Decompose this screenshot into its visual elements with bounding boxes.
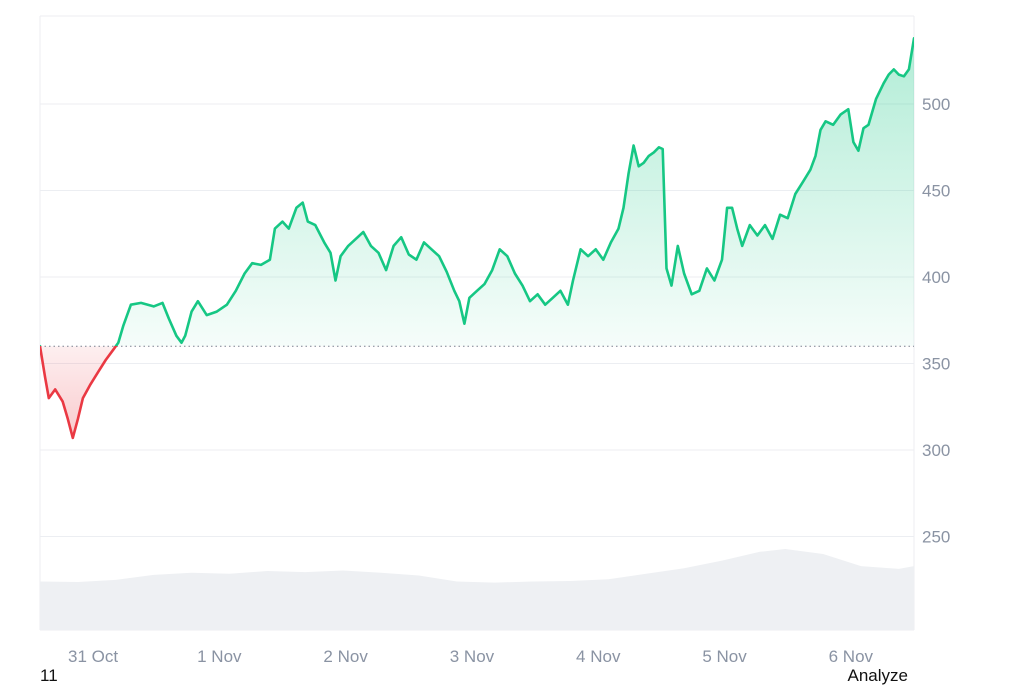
x-tick-label: 1 Nov [197, 647, 242, 666]
y-tick-label: 350 [922, 355, 950, 374]
price-area-above-baseline [115, 38, 914, 346]
volume-area [40, 549, 914, 630]
x-tick-label: 31 Oct [68, 647, 118, 666]
analyze-link[interactable]: Analyze [847, 666, 908, 685]
x-tick-label: 6 Nov [829, 647, 874, 666]
x-tick-label: 5 Nov [702, 647, 747, 666]
x-tick-label: 3 Nov [450, 647, 495, 666]
y-tick-label: 400 [922, 268, 950, 287]
y-tick-label: 500 [922, 95, 950, 114]
price-line-up [40, 37, 914, 346]
x-tick-label: 2 Nov [323, 647, 368, 666]
footer-left-text: 11 [40, 666, 58, 685]
y-tick-label: 450 [922, 182, 950, 201]
y-tick-label: 250 [922, 528, 950, 547]
x-tick-label: 4 Nov [576, 647, 621, 666]
y-tick-label: 300 [922, 441, 950, 460]
